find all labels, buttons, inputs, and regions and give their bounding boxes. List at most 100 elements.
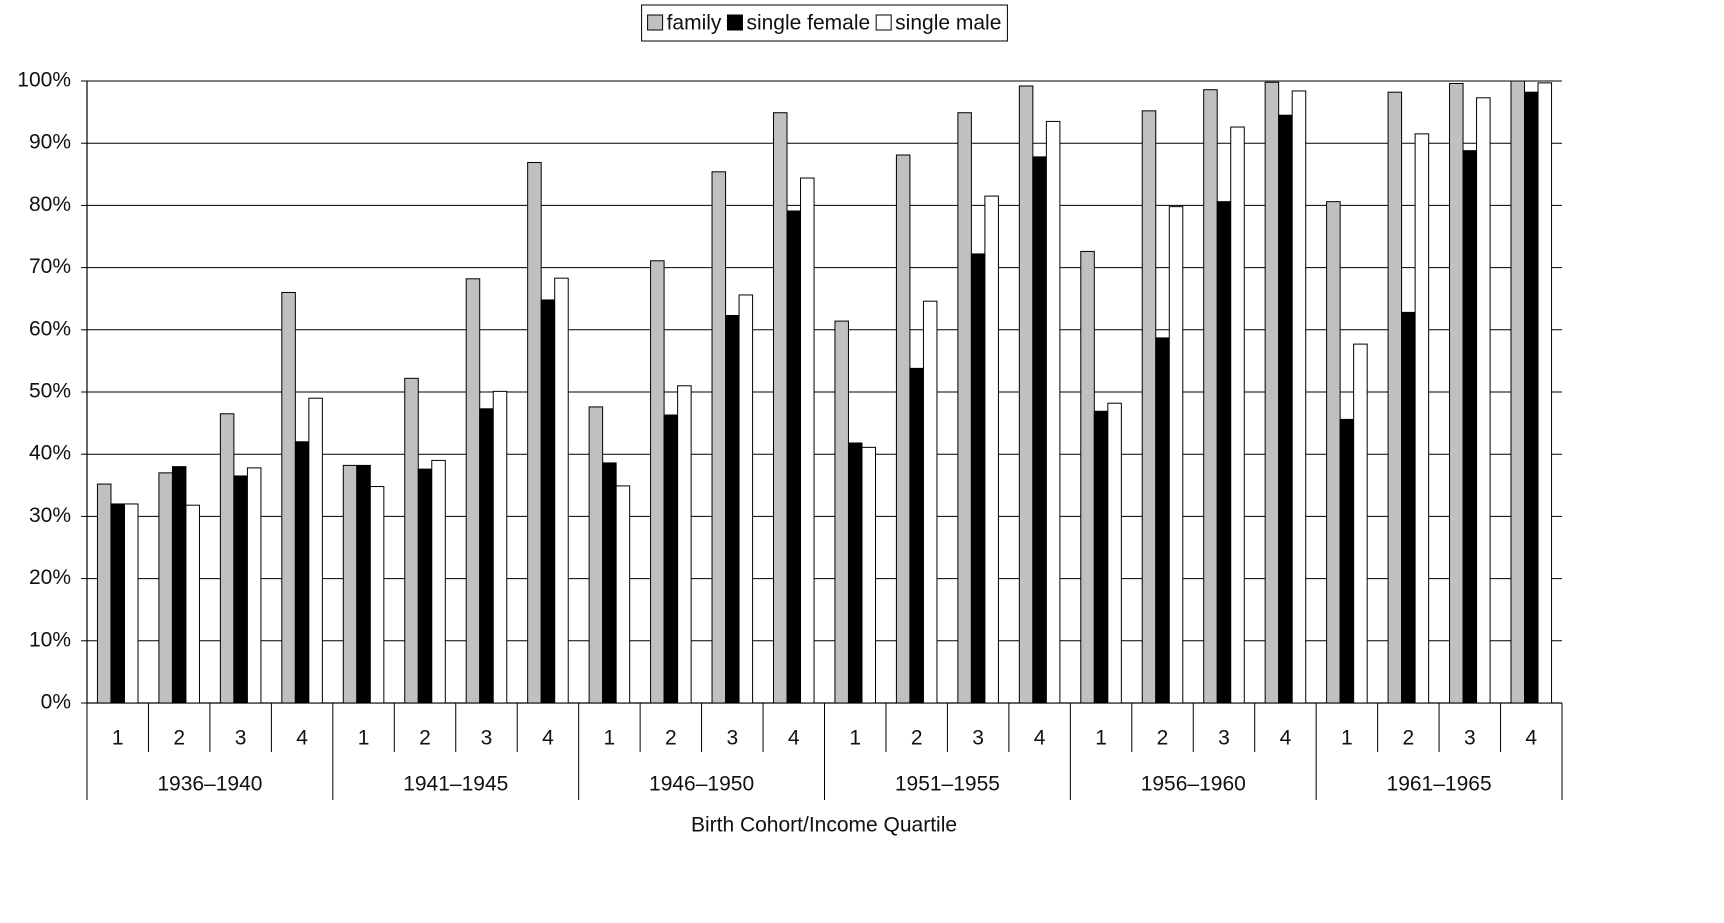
bar <box>711 171 727 704</box>
bar <box>1107 402 1122 704</box>
y-tick-label: 30% <box>29 504 71 527</box>
bar <box>970 253 986 704</box>
bar <box>772 112 788 704</box>
bar <box>1018 85 1034 704</box>
y-tick-label: 50% <box>29 380 71 403</box>
x-tick-label: 3 <box>726 727 738 750</box>
bar <box>527 161 542 704</box>
x-tick-label: 1 <box>358 727 370 750</box>
bar <box>1291 90 1307 704</box>
bar <box>957 112 972 704</box>
bar <box>1230 126 1245 704</box>
bar <box>1155 337 1170 704</box>
y-tick-label: 0% <box>41 691 71 714</box>
bar <box>1032 156 1047 704</box>
bar <box>1093 410 1109 704</box>
bar <box>465 278 481 704</box>
bar <box>540 299 556 704</box>
bar <box>1414 133 1430 704</box>
bar <box>847 442 863 704</box>
bar <box>1326 201 1341 704</box>
bar <box>492 390 508 704</box>
bar <box>171 466 187 704</box>
group-label: 1936–1940 <box>157 773 262 796</box>
x-tick-label: 3 <box>1218 727 1230 750</box>
x-tick-label: 1 <box>849 727 861 750</box>
bar <box>1510 80 1526 704</box>
bar <box>185 504 200 704</box>
x-tick-label: 1 <box>112 727 124 750</box>
bar <box>308 397 323 704</box>
bar <box>110 503 125 704</box>
bar <box>1339 418 1355 704</box>
bar <box>922 300 938 704</box>
legend <box>641 4 1008 42</box>
x-tick-label: 2 <box>1403 727 1415 750</box>
x-tick-label: 4 <box>1525 727 1537 750</box>
bar <box>233 475 248 704</box>
bar <box>1264 81 1280 704</box>
x-tick-label: 2 <box>911 727 923 750</box>
bar <box>984 195 999 704</box>
bar <box>1449 82 1464 704</box>
bar <box>834 320 849 704</box>
x-tick-label: 2 <box>419 727 431 750</box>
legend-swatch <box>647 14 664 31</box>
bar <box>677 385 692 704</box>
bar <box>1401 311 1416 704</box>
bar <box>1168 206 1184 704</box>
x-tick-label: 3 <box>235 727 247 750</box>
bar <box>1537 82 1553 704</box>
y-tick-label: 100% <box>17 69 71 92</box>
bar <box>479 408 494 704</box>
legend-label: single male <box>895 12 1001 35</box>
bar <box>650 260 665 704</box>
x-tick-label: 3 <box>1464 727 1476 750</box>
x-tick-label: 2 <box>173 727 185 750</box>
bar <box>294 441 310 704</box>
bar <box>1045 120 1061 704</box>
bar <box>219 413 235 704</box>
x-tick-label: 4 <box>542 727 554 750</box>
bar <box>786 210 802 704</box>
bar <box>369 486 385 704</box>
x-tick-label: 1 <box>1341 727 1353 750</box>
bar <box>800 177 815 704</box>
bar <box>738 294 754 704</box>
x-tick-label: 2 <box>665 727 677 750</box>
x-tick-label: 3 <box>972 727 984 750</box>
bar <box>1476 97 1491 704</box>
bar <box>246 467 262 704</box>
bar <box>895 154 911 704</box>
x-tick-label: 1 <box>604 727 616 750</box>
legend-label: family <box>667 12 722 35</box>
bar <box>1524 91 1539 704</box>
bar <box>1203 89 1218 704</box>
x-tick-label: 1 <box>1095 727 1107 750</box>
x-tick-label: 3 <box>481 727 493 750</box>
group-label: 1941–1945 <box>403 773 508 796</box>
y-tick-label: 90% <box>29 131 71 154</box>
bar <box>1080 250 1095 704</box>
y-tick-label: 10% <box>29 628 71 651</box>
x-tick-label: 4 <box>788 727 800 750</box>
group-label: 1961–1965 <box>1387 773 1492 796</box>
bar <box>1462 150 1478 704</box>
y-tick-label: 20% <box>29 566 71 589</box>
bar <box>725 314 740 704</box>
bar <box>431 459 446 704</box>
bar <box>1216 201 1232 704</box>
bar <box>1353 343 1368 704</box>
bar <box>615 485 631 704</box>
bar <box>404 377 419 704</box>
bar <box>123 503 139 704</box>
group-label: 1956–1960 <box>1141 773 1246 796</box>
bar <box>342 464 358 704</box>
bar <box>281 291 296 704</box>
legend-label: single female <box>746 12 870 35</box>
bar <box>602 462 617 704</box>
bar <box>356 464 371 704</box>
bar <box>909 367 924 704</box>
bar <box>158 472 173 704</box>
